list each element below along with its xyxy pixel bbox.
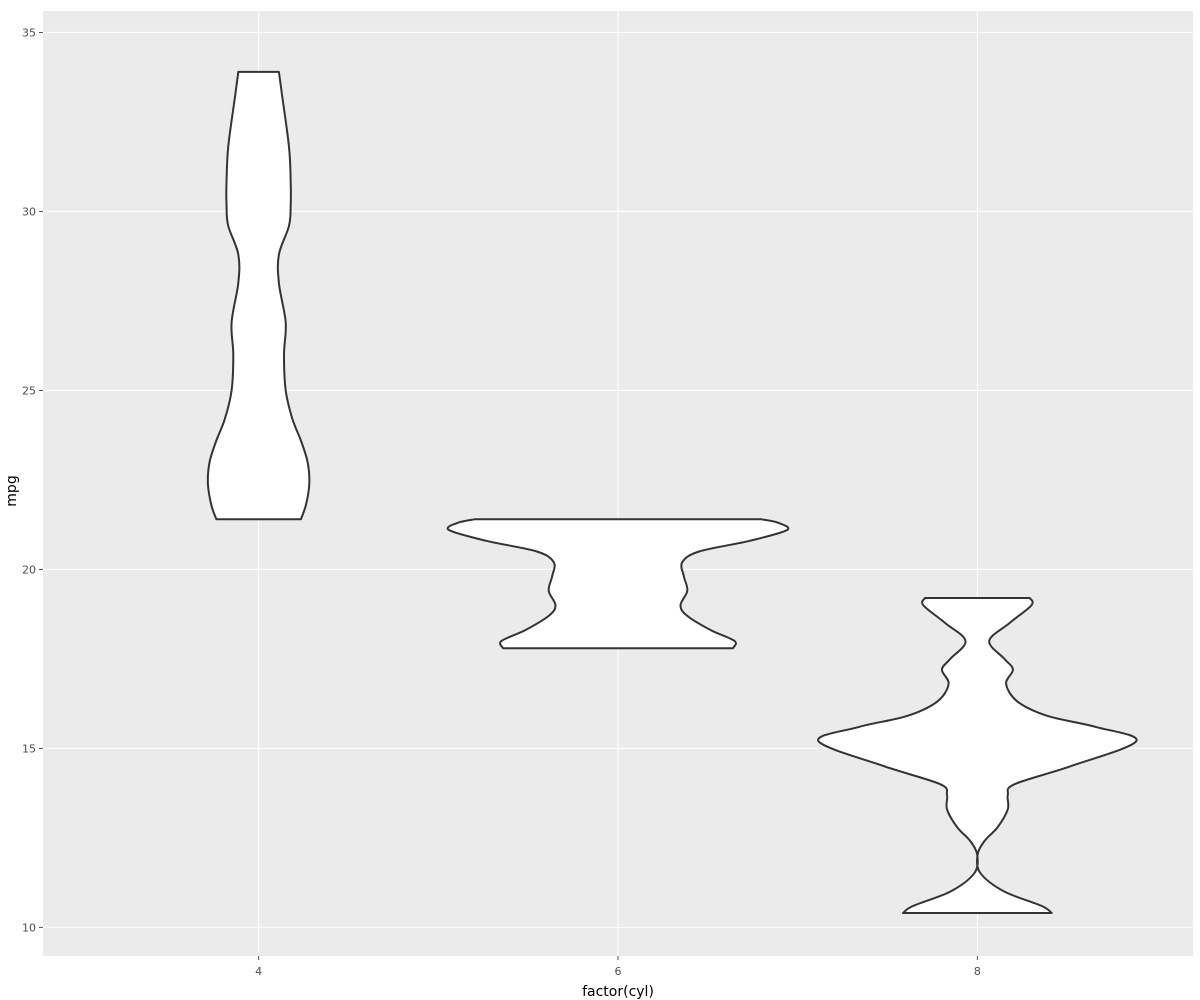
x-tick-label: 4 (255, 965, 262, 978)
y-tick-label: 10 (22, 921, 36, 934)
violin-cyl-4 (206, 70, 311, 521)
y-tick-label: 20 (22, 563, 36, 576)
x-tick-label: 8 (974, 965, 981, 978)
violin-cyl-6 (446, 518, 790, 650)
axes: 10 15 20 25 30 35 4 6 8 (22, 26, 981, 978)
y-tick-label: 25 (22, 384, 36, 397)
violins (206, 70, 1138, 914)
y-tick-label: 30 (22, 205, 36, 218)
y-axis-title: mpg (4, 475, 20, 506)
y-tick-label: 15 (22, 742, 36, 755)
violin-cyl-8 (817, 597, 1138, 914)
x-axis-title: factor(cyl) (582, 984, 654, 1000)
x-tick-label: 6 (615, 965, 622, 978)
y-tick-label: 35 (22, 26, 36, 39)
